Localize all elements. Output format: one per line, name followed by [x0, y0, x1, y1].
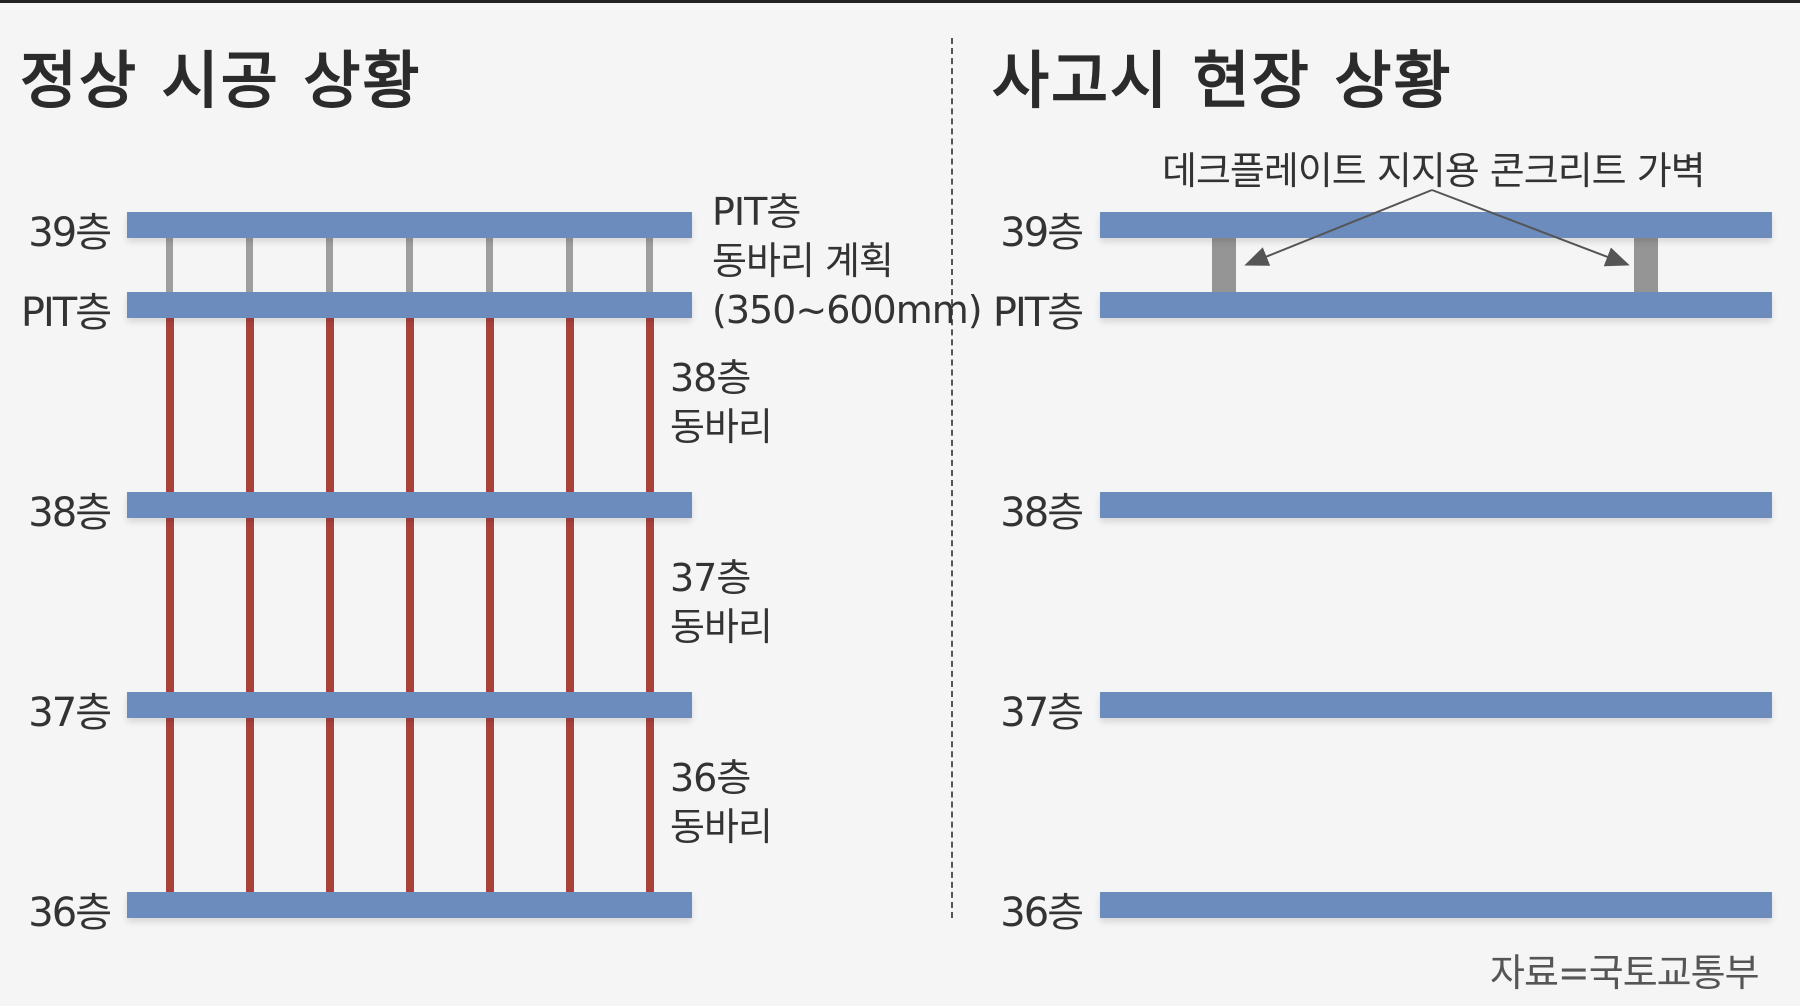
concrete-temp-wall	[1212, 236, 1236, 294]
arrow-to-left-wall	[1244, 189, 1433, 266]
slab-38	[1100, 492, 1772, 518]
pit-shoring-post	[646, 236, 653, 294]
note-line: 동바리	[670, 605, 773, 649]
shoring-post	[486, 316, 494, 894]
shoring-post	[566, 316, 574, 894]
pit-shoring-post	[166, 236, 173, 294]
slab-39	[1100, 212, 1772, 238]
floor-label-pit: PIT층	[992, 290, 1084, 336]
floor-label-39: 39층	[28, 210, 112, 256]
arrow-to-right-wall	[1431, 189, 1630, 267]
slab-39	[127, 212, 692, 238]
floor-label-38: 38층	[1000, 490, 1084, 536]
note-line: 동바리	[670, 805, 773, 849]
pit-shoring-post	[406, 236, 413, 294]
center-divider	[951, 38, 953, 918]
slab-pit	[127, 292, 692, 318]
shoring-post	[406, 316, 414, 894]
f37-shoring-note: 37층 동바리	[670, 554, 773, 652]
concrete-temp-wall	[1634, 236, 1658, 294]
pit-shoring-post	[486, 236, 493, 294]
pit-shoring-post	[246, 236, 253, 294]
note-line: 37층	[670, 556, 751, 600]
slab-36	[1100, 892, 1772, 918]
slab-pit	[1100, 292, 1772, 318]
floor-label-pit: PIT층	[20, 290, 112, 336]
shoring-post	[246, 316, 254, 894]
f38-shoring-note: 38층 동바리	[670, 354, 773, 452]
floor-label-37: 37층	[1000, 690, 1084, 736]
floor-label-36: 36층	[1000, 890, 1084, 936]
right-title: 사고시 현장 상황	[992, 44, 1453, 117]
f36-shoring-note: 36층 동바리	[670, 754, 773, 852]
floor-label-38: 38층	[28, 490, 112, 536]
left-title: 정상 시공 상황	[20, 44, 422, 117]
floor-label-39: 39층	[1000, 210, 1084, 256]
note-line: PIT층	[712, 190, 801, 234]
note-line: 동바리	[670, 405, 773, 449]
note-line: 38층	[670, 356, 751, 400]
slab-37	[127, 692, 692, 718]
floor-label-36: 36층	[28, 890, 112, 936]
floor-label-37: 37층	[28, 690, 112, 736]
note-line: 동바리 계획	[712, 239, 894, 283]
note-line: 36층	[670, 756, 751, 800]
slab-37	[1100, 692, 1772, 718]
shoring-post	[326, 316, 334, 894]
source-credit: 자료=국토교통부	[1490, 951, 1760, 995]
note-line: (350~600mm)	[712, 288, 983, 332]
slab-36	[127, 892, 692, 918]
shoring-post	[646, 316, 654, 894]
pit-shoring-post	[566, 236, 573, 294]
top-rule	[0, 0, 1800, 3]
temp-wall-callout: 데크플레이트 지지용 콘크리트 가벽	[1162, 149, 1706, 193]
shoring-post	[166, 316, 174, 894]
pit-shoring-note: PIT층 동바리 계획 (350~600mm)	[712, 188, 983, 335]
slab-38	[127, 492, 692, 518]
pit-shoring-post	[326, 236, 333, 294]
